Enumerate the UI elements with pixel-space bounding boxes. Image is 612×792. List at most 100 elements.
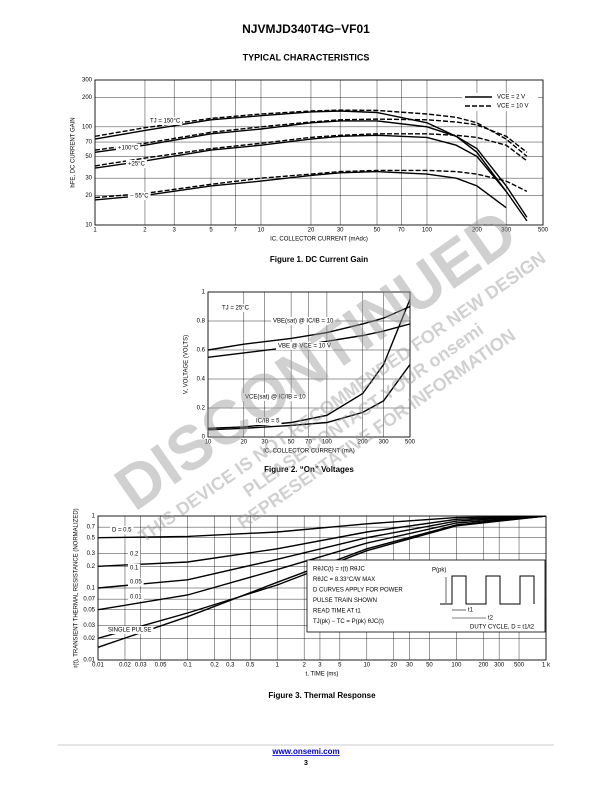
curve <box>208 323 410 358</box>
curve-label: +25°C <box>128 162 146 168</box>
curve <box>95 109 528 157</box>
x-tick-label: 5 <box>338 663 342 669</box>
x-axis-label: t, TIME (ms) <box>306 672 339 678</box>
x-tick-label: 50 <box>374 228 381 234</box>
curve-label: 0.01 <box>130 595 142 601</box>
curve-label: 0.1 <box>130 566 139 572</box>
x-tick-label: 100 <box>422 228 433 234</box>
note-box <box>306 559 546 633</box>
x-tick-label: 300 <box>379 440 390 446</box>
label-bg <box>110 526 134 534</box>
x-tick-label: 0.02 <box>119 663 131 669</box>
legend-bg <box>462 93 538 102</box>
label-bg <box>128 564 141 572</box>
label-bg <box>128 578 144 586</box>
x-tick-label: 200 <box>472 228 483 234</box>
label-bg <box>106 626 154 634</box>
watermark-text: THIS DEVICE IS NOT RECOMMENDED FOR NEW D… <box>135 248 550 547</box>
x-tick-label: 500 <box>405 440 416 446</box>
x-tick-label: 0.03 <box>135 663 147 669</box>
x-tick-label: 70 <box>305 440 312 446</box>
doc-title: NJVMJD340T4G−VF01 <box>242 22 370 36</box>
x-tick-label: 100 <box>451 663 462 669</box>
x-tick-label: 500 <box>514 663 525 669</box>
x-tick-label: 300 <box>501 228 512 234</box>
x-tick-label: 10 <box>363 663 370 669</box>
x-tick-label: 50 <box>288 440 295 446</box>
x-tick-label: 10 <box>205 440 212 446</box>
y-tick-label: 20 <box>85 193 92 199</box>
x-tick-label: 70 <box>398 228 405 234</box>
label-bg <box>128 192 151 200</box>
note-line: RθJC(t) = r(t) RθJC <box>313 567 366 573</box>
curve <box>208 305 410 351</box>
curve-label: +100°C <box>118 146 139 152</box>
y-tick-label: 0.07 <box>83 597 95 603</box>
annotation: TJ = 25°C <box>222 306 250 312</box>
label-bg <box>276 342 333 350</box>
curve-label: SINGLE PULSE <box>108 628 151 634</box>
section-title: TYPICAL CHARACTERISTICS <box>243 52 370 62</box>
curve-label: − 55°C <box>130 194 149 200</box>
y-tick-label: 1 <box>202 290 206 296</box>
pulse-label: P(pk) <box>432 568 446 574</box>
y-tick-label: 70 <box>85 140 92 146</box>
x-tick-label: 3 <box>318 663 322 669</box>
curve <box>95 118 528 153</box>
x-tick-label: 0.5 <box>246 663 255 669</box>
y-tick-label: 0.03 <box>83 623 95 629</box>
y-tick-label: 0.4 <box>197 377 206 383</box>
x-tick-label: 30 <box>261 440 268 446</box>
x-tick-label: 10 <box>258 228 265 234</box>
label-bg <box>148 117 183 125</box>
curve-label: IC/IB = 5 <box>256 419 280 425</box>
x-tick-label: 7 <box>234 228 238 234</box>
curve <box>208 364 410 431</box>
x-tick-label: 30 <box>406 663 413 669</box>
x-tick-label: 2 <box>303 663 307 669</box>
curve <box>98 516 546 611</box>
curve-label: 0.2 <box>130 552 139 558</box>
label-bg <box>271 317 336 325</box>
curve-label: TJ = 150°C <box>150 119 181 125</box>
label-bg <box>243 393 308 401</box>
label-bg <box>126 160 147 168</box>
y-tick-label: 0 <box>202 435 206 441</box>
y-tick-label: 0.8 <box>197 319 206 325</box>
x-tick-label: 20 <box>240 440 247 446</box>
note-line: PULSE TRAIN SHOWN <box>313 598 377 604</box>
page-number: 3 <box>304 760 308 767</box>
curve <box>98 516 546 589</box>
x-tick-label: 200 <box>358 440 369 446</box>
y-tick-label: 100 <box>82 124 93 130</box>
note-line: RθJC = 8.33°C/W MAX <box>313 577 375 583</box>
curve <box>98 516 546 567</box>
y-tick-label: 200 <box>82 95 93 101</box>
figure-caption: Figure 1. DC Current Gain <box>270 255 368 264</box>
curve <box>95 170 507 209</box>
y-tick-label: 0.1 <box>87 586 96 592</box>
x-tick-label: 0.2 <box>210 663 219 669</box>
y-tick-label: 0.05 <box>83 607 95 613</box>
y-tick-label: 10 <box>85 223 92 229</box>
y-tick-label: 0.5 <box>87 535 96 541</box>
label-bg <box>254 417 282 425</box>
note-line: D CURVES APPLY FOR POWER <box>313 588 403 594</box>
y-tick-label: 300 <box>82 78 93 84</box>
x-tick-label: 0.05 <box>155 663 167 669</box>
x-tick-label: 200 <box>478 663 489 669</box>
x-tick-label: 1 <box>276 663 280 669</box>
pulse-label: t2 <box>488 616 494 622</box>
x-tick-label: 0.3 <box>226 663 235 669</box>
pulse-train <box>440 575 535 605</box>
y-axis-label: r(t), TRANSIENT THERMAL RESISTANCE (NORM… <box>74 508 80 667</box>
footer-link[interactable]: www.onsemi.com <box>271 747 339 756</box>
y-tick-label: 0.01 <box>83 658 95 664</box>
curve <box>95 120 528 218</box>
x-axis-label: IC, COLLECTOR CURRENT (mA) <box>263 449 354 455</box>
x-tick-label: 0.01 <box>92 663 104 669</box>
label-bg <box>128 593 144 601</box>
curve-label: VBE @ VCE = 10 V <box>278 344 331 350</box>
y-tick-label: 30 <box>85 176 92 182</box>
